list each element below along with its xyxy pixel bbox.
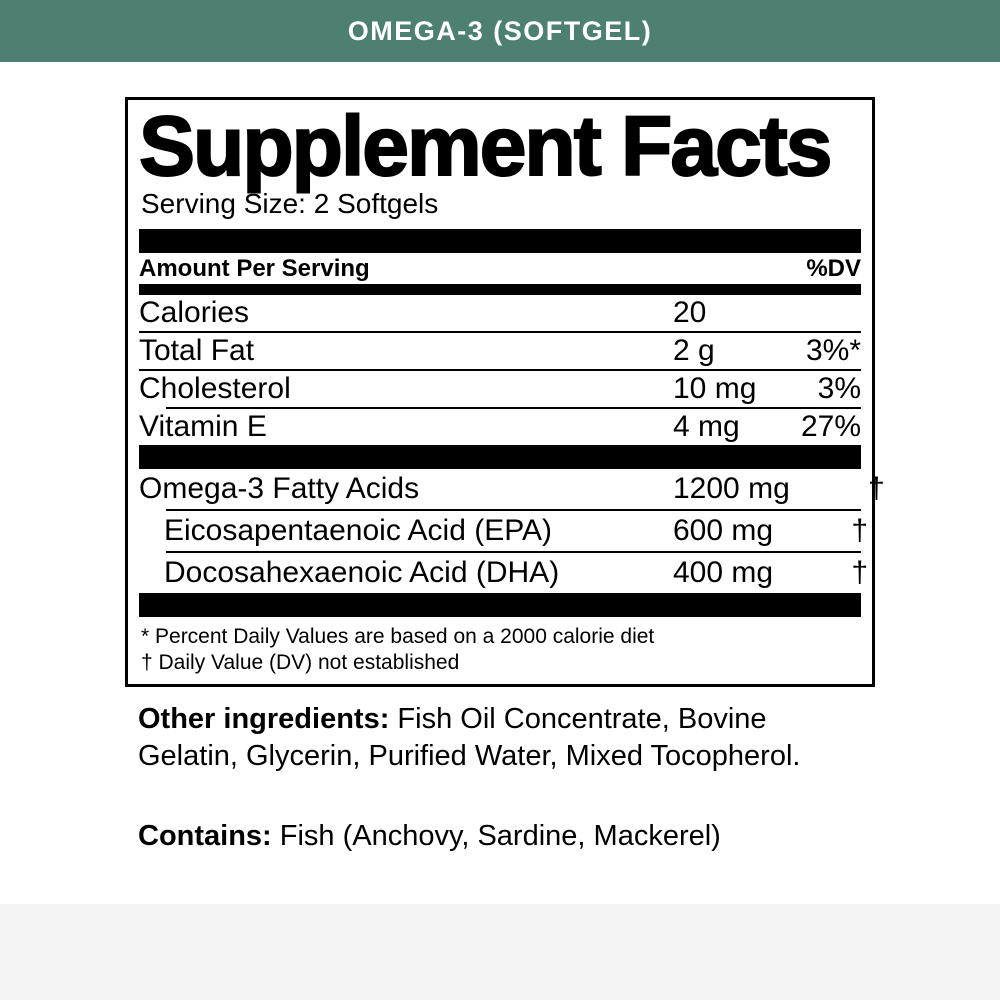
contains-text: Fish (Anchovy, Sardine, Mackerel): [271, 820, 721, 852]
supplement-facts-title: Supplement Facts: [138, 99, 833, 193]
main-content: Supplement Facts Serving Size: 2 Softgel…: [0, 62, 1000, 904]
contains-label: Contains:: [138, 820, 272, 852]
nutrient-amount: 600 mg: [673, 514, 774, 547]
row-divider: [139, 331, 861, 333]
nutrient-dv: 3%: [817, 372, 861, 405]
nutrient-amount: 2 g: [673, 334, 715, 367]
amount-per-serving-label: Amount Per Serving: [139, 254, 370, 282]
product-title: OMEGA-3 (SOFTGEL): [347, 15, 653, 46]
product-title-banner: OMEGA-3 (SOFTGEL): [0, 0, 1000, 62]
nutrient-name: Eicosapentaenoic Acid (EPA): [164, 514, 552, 547]
row-divider-indented: [166, 509, 861, 511]
supplement-facts-panel: Supplement Facts Serving Size: 2 Softgel…: [125, 97, 885, 687]
nutrient-amount: 4 mg: [673, 410, 740, 443]
row-divider-indented: [166, 407, 861, 409]
column-header-row: Amount Per Serving %DV: [139, 253, 861, 284]
nutrient-row-epa: Eicosapentaenoic Acid (EPA) 600 mg †: [139, 511, 868, 551]
footnote-percent-dv: * Percent Daily Values are based on a 20…: [141, 625, 655, 648]
other-ingredients: Other ingredients: Fish Oil Concentrate,…: [125, 701, 875, 775]
nutrient-row-vitamin-e: Vitamin E 4 mg 27%: [139, 409, 861, 445]
nutrient-dv: 27%: [800, 410, 861, 443]
nutrient-name: Total Fat: [139, 334, 255, 367]
nutrient-row-total-fat: Total Fat 2 g 3%*: [139, 333, 861, 369]
contains-statement: Contains: Fish (Anchovy, Sardine, Macker…: [125, 818, 875, 855]
nutrient-row-dha: Docosahexaenoic Acid (DHA) 400 mg †: [139, 553, 868, 593]
nutrient-dv: 3%*: [805, 334, 861, 367]
thick-divider-middle: [139, 445, 861, 469]
nutrient-row-cholesterol: Cholesterol 10 mg 3%: [139, 371, 861, 407]
nutrient-name: Cholesterol: [139, 372, 291, 405]
nutrient-name: Calories: [139, 296, 250, 329]
nutrient-amount: 20: [673, 296, 707, 329]
other-ingredients-label: Other ingredients:: [138, 703, 390, 735]
thick-divider-top: [139, 229, 861, 253]
nutrient-amount: 400 mg: [673, 556, 774, 589]
other-ingredients-text: Fish Oil Concentrate, Bovine Gelatin, Gl…: [138, 703, 801, 772]
bottom-gray-strip: [0, 904, 1000, 1000]
nutrient-dv: †: [851, 514, 869, 547]
nutrient-name: Docosahexaenoic Acid (DHA): [164, 556, 560, 589]
nutrient-amount: 10 mg: [673, 372, 757, 405]
medium-divider: [139, 284, 861, 295]
percent-dv-label: %DV: [806, 254, 861, 282]
nutrient-name: Omega-3 Fatty Acids: [139, 472, 420, 505]
nutrient-row-omega3: Omega-3 Fatty Acids 1200 mg †: [139, 469, 885, 509]
serving-size: Serving Size: 2 Softgels: [141, 188, 439, 219]
nutrient-dv: †: [868, 472, 885, 505]
nutrient-name: Vitamin E: [139, 410, 267, 443]
thick-divider-bottom: [139, 593, 861, 617]
nutrient-row-calories: Calories 20: [139, 295, 861, 331]
footnote-dagger: † Daily Value (DV) not established: [141, 651, 460, 674]
footnotes: * Percent Daily Values are based on a 20…: [139, 617, 861, 684]
nutrient-dv: †: [851, 556, 869, 589]
row-divider: [139, 369, 861, 371]
row-divider-indented: [166, 551, 861, 553]
nutrient-amount: 1200 mg: [673, 472, 790, 505]
